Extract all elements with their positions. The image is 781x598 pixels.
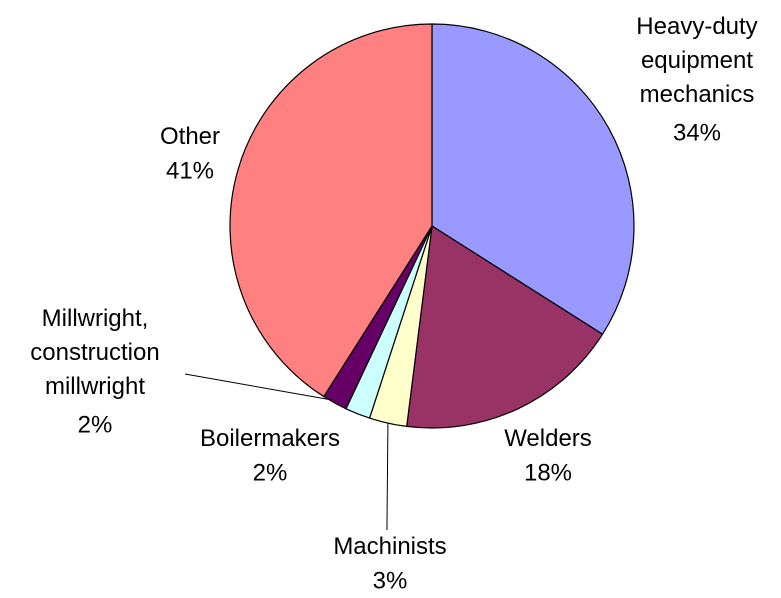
pie-slice (406, 224, 604, 429)
leader-line (386, 423, 389, 531)
slice-value-label: 2% (253, 459, 288, 486)
slice-value-label: 18% (524, 459, 572, 486)
slice-label: Millwright, construction millwright (30, 305, 159, 400)
leader-line (184, 373, 333, 401)
slice-label: Boilermakers (200, 425, 340, 452)
slice-label: Welders (504, 425, 592, 452)
pie-slice (229, 23, 433, 398)
slice-value-label: 41% (166, 157, 214, 184)
slice-value-label: 3% (373, 567, 408, 594)
slice-label: Machinists (333, 533, 446, 560)
slice-label: Other (160, 123, 220, 150)
slice-label: Heavy-duty equipment mechanics (636, 13, 757, 108)
slice-value-label: 2% (78, 411, 113, 438)
slice-value-label: 34% (673, 119, 721, 146)
pie-slice (431, 23, 635, 336)
